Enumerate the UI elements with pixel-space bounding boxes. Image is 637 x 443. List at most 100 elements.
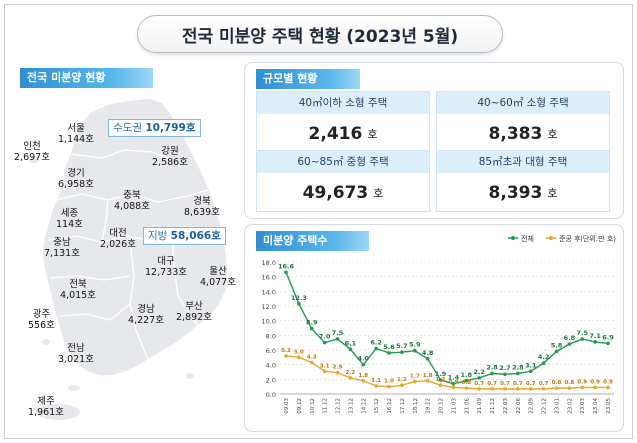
region-value: 556호	[28, 320, 55, 331]
region-sejong: 세종 114호	[56, 208, 83, 230]
y-tick-label: 0.0	[266, 391, 276, 399]
page-title: 전국 미분양 주택 현황 (2023년 5월)	[137, 15, 503, 53]
data-label: 1.9	[435, 370, 447, 378]
data-point	[387, 351, 391, 355]
data-label: 12.3	[291, 294, 307, 302]
data-label: 1.1	[371, 378, 381, 384]
data-point	[361, 379, 366, 383]
data-label: 4.0	[358, 355, 370, 363]
x-tick-label: 14.12	[361, 398, 367, 414]
data-point	[284, 270, 288, 275]
data-point	[438, 378, 443, 382]
region-value: 8,639호	[184, 207, 220, 218]
data-label: 6.2	[370, 339, 382, 347]
data-point	[503, 387, 507, 391]
size-card-unit: 호	[367, 128, 378, 141]
region-name: 부산	[185, 301, 203, 312]
region-value: 1,144호	[58, 134, 94, 145]
y-tick-label: 18.0	[262, 259, 276, 267]
region-value: 12,733호	[145, 267, 187, 278]
data-point	[297, 302, 301, 306]
data-label: 0.7	[526, 381, 536, 387]
data-point	[606, 341, 610, 346]
region-incheon: 인천 2,697호	[14, 141, 50, 163]
region-jeonnam: 전남 3,021호	[58, 343, 94, 365]
region-value: 4,227호	[128, 315, 164, 326]
data-point	[554, 349, 559, 354]
region-name: 대구	[157, 256, 175, 267]
data-point	[374, 384, 378, 388]
data-point	[348, 347, 353, 352]
data-label: 4.3	[307, 354, 317, 360]
callout-value: 58,066호	[170, 230, 221, 242]
data-label: 2.2	[473, 368, 485, 376]
data-point	[400, 350, 404, 354]
data-point	[361, 362, 366, 367]
data-label: 0.7	[539, 381, 549, 387]
size-card-value: 8,393	[488, 183, 543, 203]
data-point	[374, 346, 378, 351]
size-card-head: 40㎡이하 소형 주택	[257, 92, 429, 114]
x-tick-label: 18.12	[413, 398, 419, 414]
data-label: 2.2	[346, 370, 356, 376]
data-label: 7.5	[332, 329, 344, 337]
island-shape	[186, 373, 194, 379]
x-tick-label: 21.12	[490, 398, 496, 414]
data-point	[528, 387, 533, 391]
x-tick-label: 23.04	[593, 398, 599, 414]
x-tick-label: 17.12	[400, 398, 406, 414]
data-label: 0.7	[500, 381, 510, 387]
region-value: 3,021호	[58, 354, 94, 365]
region-busan: 부산 2,892호	[176, 301, 212, 323]
x-tick-label: 23.05	[606, 398, 612, 414]
data-label: 0.8	[564, 380, 574, 386]
data-point	[541, 387, 546, 391]
region-value: 4,088호	[114, 201, 150, 212]
data-label: 0.9	[603, 379, 613, 385]
data-point	[284, 354, 288, 358]
size-card: 60~85㎡ 중형 주택 49,673 호	[256, 150, 430, 212]
x-tick-label: 15.12	[374, 398, 380, 414]
region-daejeon: 대전 2,026호	[100, 228, 136, 250]
data-label: 0.7	[474, 381, 484, 387]
x-tick-label: 11.12	[323, 398, 329, 414]
x-tick-label: 23.03	[580, 398, 586, 414]
size-card-unit: 호	[547, 187, 558, 200]
region-name: 충남	[53, 237, 71, 248]
data-label: 0.7	[513, 381, 523, 387]
region-ulsan: 울산 4,077호	[200, 266, 236, 288]
data-point	[348, 376, 353, 380]
data-point	[297, 355, 301, 360]
data-point	[387, 384, 391, 389]
region-chungbuk: 충북 4,088호	[114, 190, 150, 212]
data-point	[464, 379, 469, 383]
data-point	[451, 381, 456, 386]
size-card-unit: 호	[373, 187, 384, 200]
x-tick-label: 21.09	[477, 398, 483, 414]
data-point	[477, 387, 481, 391]
region-seoul: 서울 1,144호	[58, 123, 94, 145]
data-point	[503, 372, 507, 376]
region-jeju: 제주 1,961호	[28, 396, 64, 418]
data-label: 0.8	[552, 380, 562, 386]
y-tick-label: 6.0	[266, 347, 276, 355]
legend-marker	[549, 236, 553, 240]
series-line	[285, 272, 609, 385]
data-point	[554, 386, 559, 390]
x-tick-label: 09.12	[297, 398, 303, 414]
data-point	[580, 385, 585, 390]
region-value: 4,077호	[200, 277, 236, 288]
region-value: 1,961호	[28, 407, 64, 418]
data-point	[425, 357, 430, 361]
y-tick-label: 12.0	[262, 303, 276, 311]
region-chungnam: 충남 7,131호	[44, 237, 80, 259]
size-section-label: 규모별 현황	[256, 69, 360, 89]
x-tick-label: 22.12	[542, 398, 548, 414]
region-value: 7,131호	[44, 248, 80, 259]
size-card: 40~60㎡ 소형 주택 8,383 호	[436, 91, 610, 153]
data-label: 1.8	[358, 373, 368, 379]
callout-name: 지방	[148, 230, 168, 242]
x-tick-label: 22.09	[529, 398, 535, 414]
chart-section-label: 미분양 주택수	[256, 231, 369, 251]
size-card-head: 60~85㎡ 중형 주택	[257, 151, 429, 173]
